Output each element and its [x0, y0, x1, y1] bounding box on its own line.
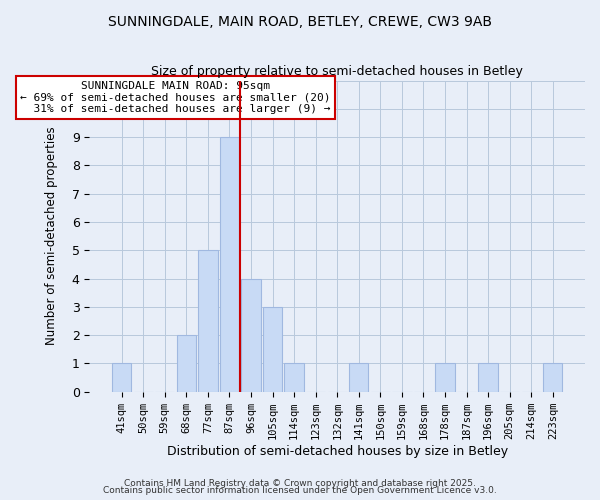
Text: SUNNINGDALE, MAIN ROAD, BETLEY, CREWE, CW3 9AB: SUNNINGDALE, MAIN ROAD, BETLEY, CREWE, C… [108, 15, 492, 29]
Bar [176, 335, 196, 392]
Text: Contains HM Land Registry data © Crown copyright and database right 2025.: Contains HM Land Registry data © Crown c… [124, 478, 476, 488]
Bar [478, 364, 498, 392]
Title: Size of property relative to semi-detached houses in Betley: Size of property relative to semi-detach… [151, 65, 523, 78]
X-axis label: Distribution of semi-detached houses by size in Betley: Distribution of semi-detached houses by … [167, 444, 508, 458]
Bar [349, 364, 368, 392]
Y-axis label: Number of semi-detached properties: Number of semi-detached properties [45, 127, 58, 346]
Bar [284, 364, 304, 392]
Bar [220, 137, 239, 392]
Bar [198, 250, 218, 392]
Text: SUNNINGDALE MAIN ROAD: 95sqm
← 69% of semi-detached houses are smaller (20)
  31: SUNNINGDALE MAIN ROAD: 95sqm ← 69% of se… [20, 81, 331, 114]
Bar [263, 307, 282, 392]
Bar [112, 364, 131, 392]
Bar [241, 278, 261, 392]
Text: Contains public sector information licensed under the Open Government Licence v3: Contains public sector information licen… [103, 486, 497, 495]
Bar [543, 364, 562, 392]
Bar [435, 364, 455, 392]
